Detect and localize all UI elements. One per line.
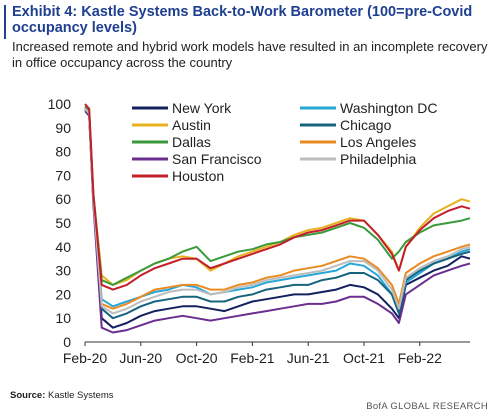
x-tick-label: Feb-22 bbox=[398, 350, 443, 366]
x-tick-label: Jun-21 bbox=[287, 350, 330, 366]
x-tick-label: Feb-21 bbox=[230, 350, 275, 366]
series-line-philadelphia bbox=[84, 108, 471, 315]
legend-label-chicago: Chicago bbox=[340, 117, 392, 133]
chart-subtitle: Increased remote and hybrid work models … bbox=[12, 39, 488, 70]
chart-legend: New York Washington DC Austin Chicago Dallas… bbox=[132, 100, 438, 184]
y-tick-label: 100 bbox=[48, 96, 72, 112]
y-tick-label: 80 bbox=[55, 144, 71, 160]
y-tick-label: 30 bbox=[55, 263, 71, 279]
y-tick-label: 20 bbox=[55, 286, 71, 302]
series-line-san-francisco bbox=[84, 108, 471, 334]
source-note: Source: Kastle Systems bbox=[10, 390, 113, 401]
legend-label-philadelphia: Philadelphia bbox=[340, 151, 416, 167]
series-line-dallas bbox=[84, 105, 471, 286]
source-label: Source: bbox=[10, 390, 46, 401]
x-tick-label: Jun-20 bbox=[119, 350, 162, 366]
legend-label-houston: Houston bbox=[172, 168, 224, 184]
legend-label-new-york: New York bbox=[172, 100, 232, 116]
legend-label-austin: Austin bbox=[172, 117, 211, 133]
y-tick-label: 40 bbox=[55, 239, 71, 255]
x-tick-label: Oct-20 bbox=[176, 350, 218, 366]
series-line-los-angeles bbox=[84, 108, 471, 310]
legend-label-washington-dc: Washington DC bbox=[340, 100, 438, 116]
chart-axes: 0 10 20 30 40 50 60 70 80 90 100 Feb-20 Jun-20 Oct-20… bbox=[48, 96, 470, 366]
x-tick-label: Oct-21 bbox=[343, 350, 385, 366]
y-tick-label: 70 bbox=[55, 167, 71, 183]
y-tick-label: 90 bbox=[55, 120, 71, 136]
chart-series-lines bbox=[84, 103, 471, 334]
title-accent-bar bbox=[4, 5, 6, 39]
source-text: Kastle Systems bbox=[48, 390, 114, 401]
y-tick-label: 60 bbox=[55, 191, 71, 207]
legend-label-los-angeles: Los Angeles bbox=[340, 134, 416, 150]
x-tick-label: Feb-20 bbox=[63, 350, 108, 366]
series-line-houston bbox=[84, 103, 471, 291]
legend-label-san-francisco: San Francisco bbox=[172, 151, 262, 167]
chart-title: Exhibit 4: Kastle Systems Back-to-Work B… bbox=[12, 4, 473, 36]
y-tick-label: 10 bbox=[55, 310, 71, 326]
brand-label: BofA GLOBAL RESEARCH bbox=[366, 401, 488, 412]
legend-label-dallas: Dallas bbox=[172, 134, 211, 150]
y-tick-label: 50 bbox=[55, 215, 71, 231]
y-tick-label: 0 bbox=[63, 334, 71, 350]
